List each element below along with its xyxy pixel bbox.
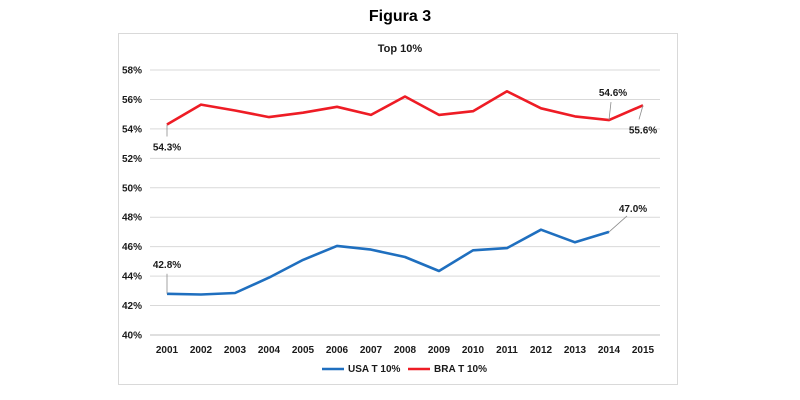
- figure-title: Figura 3: [368, 8, 432, 25]
- y-tick-label: 46%: [122, 242, 142, 253]
- y-tick-label: 54%: [122, 124, 142, 135]
- x-axis: 2001 2002 2003 2004 2005 2006 2007 2008 2009 2010…: [156, 345, 655, 356]
- data-annotations: 42.8% 47.0% 54.3% 54.6% 55.6%: [153, 88, 657, 294]
- data-label: 47.0%: [619, 204, 647, 215]
- gridlines: [150, 69, 660, 336]
- data-label: 42.8%: [153, 260, 181, 271]
- x-tick-label: 2011: [496, 345, 518, 356]
- annotation-leader: [638, 105, 644, 120]
- data-label: 54.3%: [153, 142, 181, 153]
- legend-item-bra: BRA T 10%: [408, 364, 487, 375]
- x-tick-label: 2014: [598, 345, 621, 356]
- legend: USA T 10% BRA T 10%: [322, 364, 487, 375]
- chart-frame: [118, 33, 678, 385]
- y-tick-label: 40%: [122, 331, 142, 342]
- x-tick-label: 2015: [632, 345, 655, 356]
- y-axis: 40% 42% 44% 46% 48% 50% 52% 54% 56% 58%: [122, 66, 142, 342]
- x-tick-label: 2001: [156, 345, 179, 356]
- y-tick-label: 58%: [122, 66, 142, 77]
- x-tick-label: 2005: [292, 345, 315, 356]
- x-tick-label: 2004: [258, 345, 281, 356]
- data-label: 55.6%: [629, 125, 657, 136]
- series-line-usa: [166, 228, 610, 296]
- y-tick-label: 56%: [122, 95, 142, 106]
- x-tick-label: 2010: [462, 345, 485, 356]
- x-tick-label: 2008: [394, 345, 417, 356]
- y-tick-label: 48%: [122, 213, 142, 224]
- x-tick-label: 2012: [530, 345, 553, 356]
- series-line-bra: [166, 90, 644, 126]
- x-tick-label: 2013: [564, 345, 587, 356]
- annotation-leader: [608, 215, 628, 233]
- x-tick-label: 2007: [360, 345, 383, 356]
- legend-label: BRA T 10%: [434, 364, 487, 375]
- y-tick-label: 50%: [122, 183, 142, 194]
- legend-item-usa: USA T 10%: [322, 364, 401, 375]
- x-tick-label: 2002: [190, 345, 213, 356]
- chart-title: Top 10%: [378, 43, 423, 55]
- y-tick-label: 42%: [122, 301, 142, 312]
- x-tick-label: 2009: [428, 345, 451, 356]
- x-tick-label: 2003: [224, 345, 247, 356]
- series-lines: [166, 90, 644, 296]
- y-tick-label: 44%: [122, 272, 142, 283]
- annotation-leader: [608, 102, 612, 121]
- legend-label: USA T 10%: [348, 364, 401, 375]
- data-label: 54.6%: [599, 88, 627, 99]
- x-tick-label: 2006: [326, 345, 349, 356]
- y-tick-label: 52%: [122, 154, 142, 165]
